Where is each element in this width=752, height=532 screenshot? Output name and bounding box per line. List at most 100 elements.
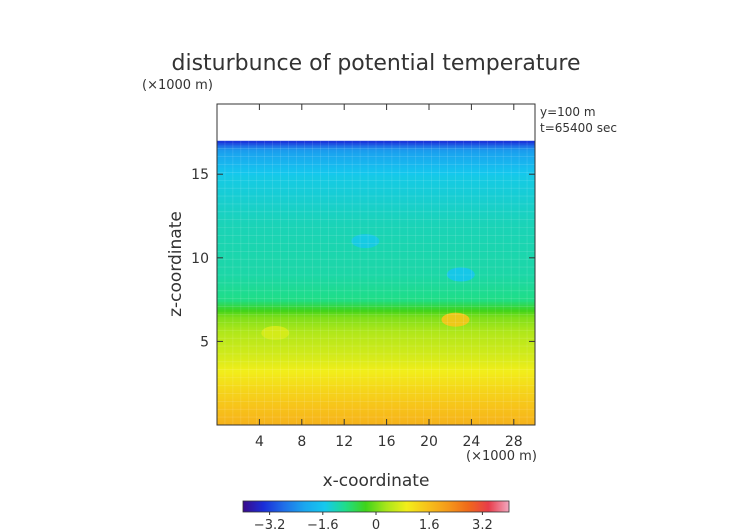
field-band [217, 331, 535, 334]
colorbar-ticks: −3.2 −1.6 0 1.6 3.2 [254, 512, 493, 532]
field-band [217, 294, 535, 297]
field-band [217, 254, 535, 257]
field-band [217, 147, 535, 150]
field-band [217, 157, 535, 160]
field-band [217, 259, 535, 262]
colorbar-tick-label-1: −1.6 [307, 518, 339, 532]
field-band [217, 162, 535, 165]
plot-frame [216, 103, 536, 426]
field-band [217, 363, 535, 366]
field-band [217, 421, 535, 424]
field-band [217, 366, 535, 369]
field-band [217, 291, 535, 294]
y-tick-label-15: 15 [191, 167, 209, 183]
field-band [217, 232, 535, 235]
field-band [217, 323, 535, 326]
field-feature-2 [351, 234, 380, 249]
field-band [217, 419, 535, 423]
field-band [217, 398, 535, 401]
x-axis-ticks: 4 8 12 16 20 24 28 [255, 104, 523, 450]
field-band [217, 252, 535, 256]
colorbar: −3.2 −1.6 0 1.6 3.2 [242, 500, 510, 532]
field-band [217, 396, 535, 399]
field-band [217, 149, 535, 152]
field-band [217, 286, 535, 289]
colorbar-tick-label-0: −3.2 [254, 518, 286, 532]
colorbar-strip [242, 500, 510, 513]
field-band [217, 336, 535, 339]
field-band [217, 165, 535, 169]
field-band [217, 274, 535, 277]
field-band [217, 333, 535, 336]
y-axis-ticks: 5 10 15 [191, 167, 535, 350]
field-band [217, 326, 535, 329]
field-band [217, 219, 535, 222]
field-band [217, 207, 535, 210]
field-band [217, 189, 535, 192]
field-band [217, 185, 535, 189]
field-band [217, 287, 535, 291]
field-band [217, 339, 535, 342]
field-band [217, 318, 535, 321]
field-band [217, 144, 535, 147]
x-tick-label-28: 28 [505, 434, 523, 450]
field-band [217, 296, 535, 299]
field-band [217, 309, 535, 312]
field-band [217, 155, 535, 159]
field-band [217, 269, 535, 272]
field-feature-1 [261, 326, 290, 340]
field-band [217, 224, 535, 227]
x-tick-label-16: 16 [378, 434, 396, 450]
field-band [217, 169, 535, 172]
field-band [217, 257, 535, 261]
field-band [217, 199, 535, 202]
field-band [217, 277, 535, 281]
field-band [217, 180, 535, 184]
field-band [217, 371, 535, 374]
field-band [217, 341, 535, 344]
field-band [217, 328, 535, 331]
field-band [217, 217, 535, 220]
colorbar-tick-label-2: 0 [372, 518, 380, 532]
x-tick-label-24: 24 [462, 434, 480, 450]
field-band [217, 319, 535, 322]
field-band [217, 202, 535, 205]
field-band [217, 226, 535, 229]
field-band [217, 179, 535, 182]
field-band [217, 358, 535, 361]
field-band [217, 264, 535, 267]
annotation-y: y=100 m [540, 105, 596, 119]
field-band [217, 302, 535, 306]
z-unit-label: (×1000 m) [142, 78, 213, 93]
field-band [217, 197, 535, 200]
annotation-t: t=65400 sec [540, 121, 617, 135]
field-band [217, 413, 535, 416]
field-band [217, 411, 535, 414]
field-band [217, 184, 535, 187]
field-band [217, 391, 535, 394]
field-band [217, 160, 535, 164]
field-band [217, 292, 535, 296]
plot-area: 4 8 12 16 20 24 28 5 10 15 [191, 103, 536, 450]
field-band [217, 164, 535, 167]
field-band [217, 416, 535, 419]
field-band [217, 284, 535, 287]
field-band [217, 256, 535, 259]
field-band [217, 261, 535, 264]
field-band [217, 145, 535, 149]
field-band [217, 414, 535, 418]
x-tick-label-12: 12 [335, 434, 353, 450]
field-band [217, 194, 535, 197]
field-band [217, 272, 535, 276]
field-band [217, 373, 535, 376]
field-band [217, 216, 535, 219]
field-band [217, 409, 535, 413]
field-band [217, 175, 535, 179]
field-band [217, 214, 535, 217]
field-band [217, 406, 535, 409]
field-band [217, 388, 535, 391]
field-band [217, 246, 535, 249]
field-band [217, 394, 535, 398]
field-band [217, 324, 535, 327]
field-band [217, 351, 535, 354]
